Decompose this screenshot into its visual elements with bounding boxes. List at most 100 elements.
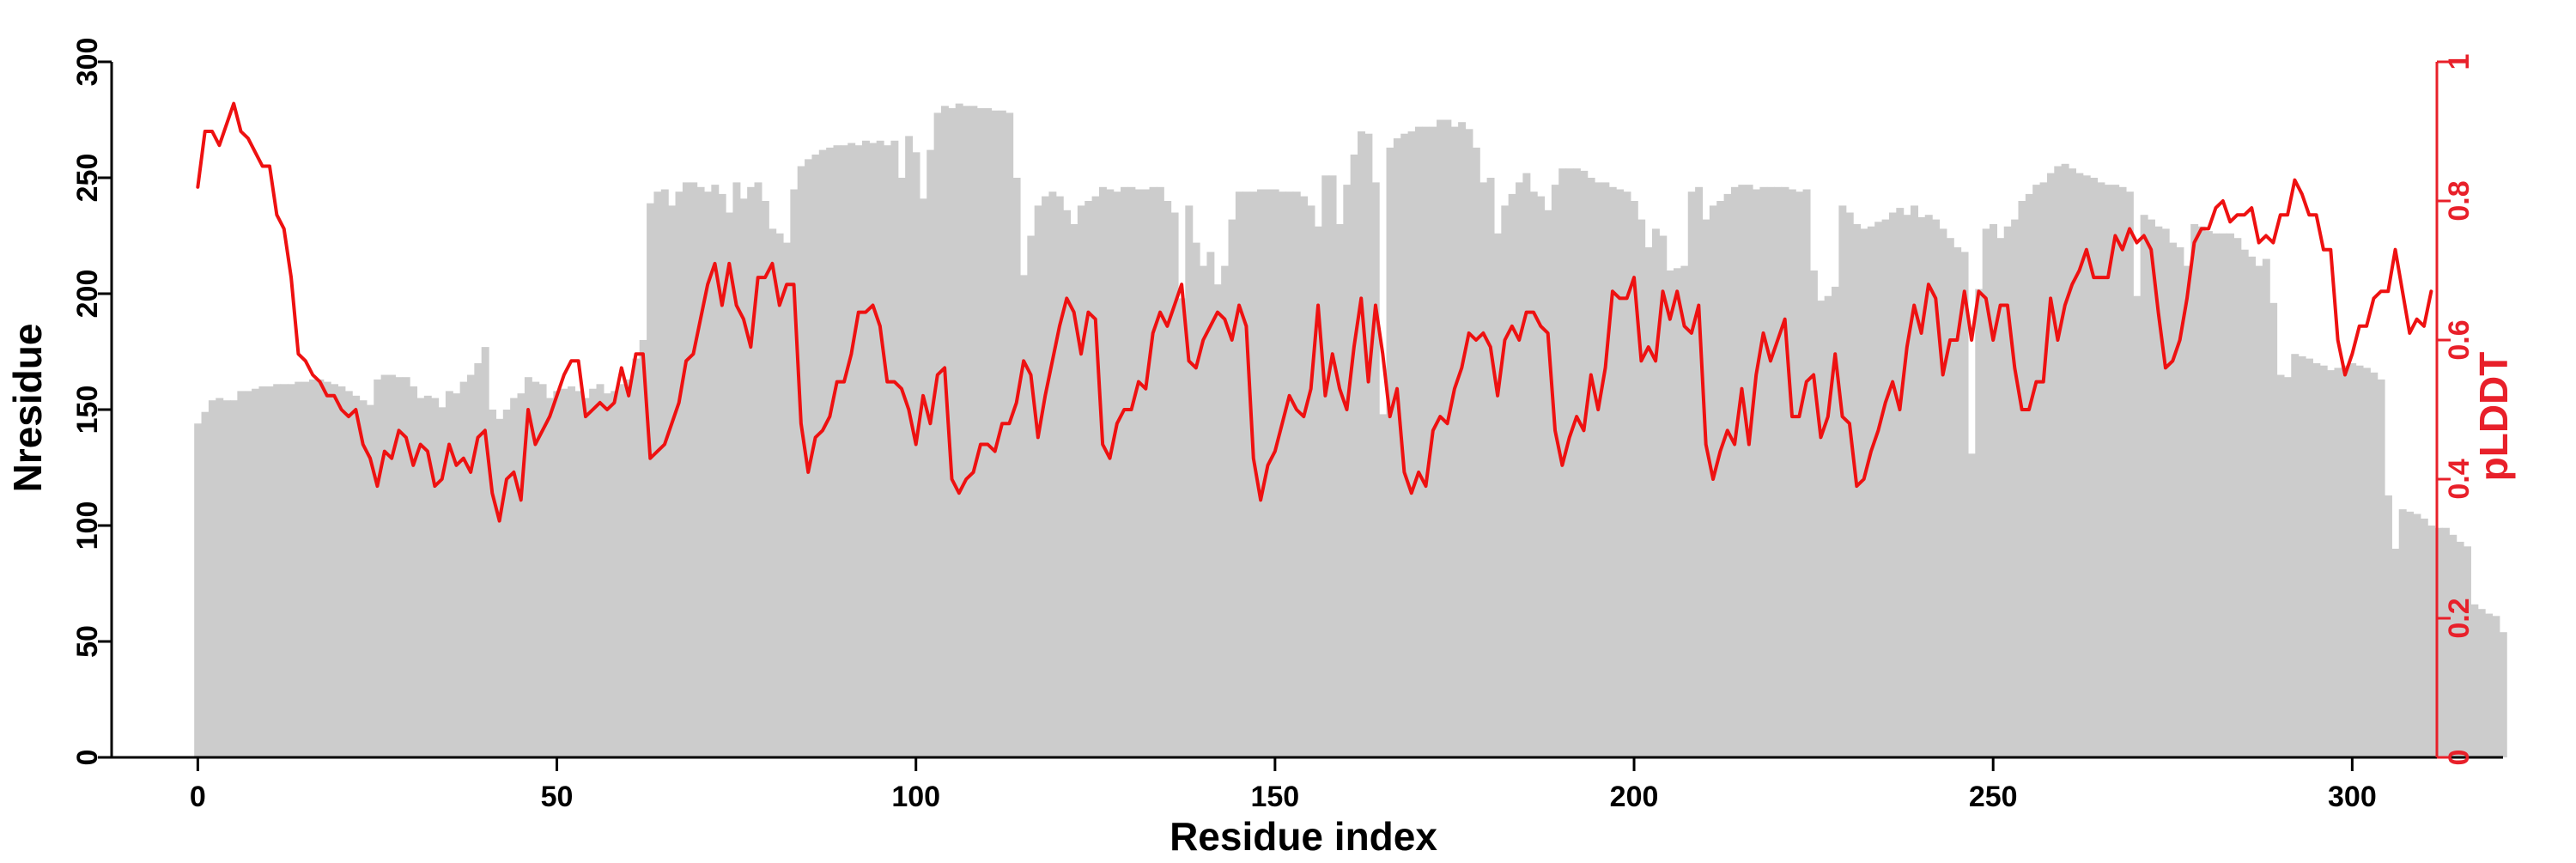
bar <box>2255 265 2263 758</box>
bar <box>682 182 690 757</box>
bar <box>1644 247 1653 757</box>
bar <box>1264 189 1273 757</box>
bar <box>459 381 468 757</box>
bar <box>1982 228 1990 757</box>
bar <box>927 149 935 758</box>
right-tick-label: 0.2 <box>2443 598 2476 638</box>
bar <box>1888 212 1897 757</box>
bar <box>1364 133 1373 757</box>
bar <box>316 379 325 757</box>
bar <box>1967 453 1976 757</box>
bar <box>1730 186 1739 758</box>
bar <box>1292 191 1301 757</box>
bar <box>998 110 1006 757</box>
bar <box>1508 193 1516 757</box>
left-tick-label: 100 <box>71 501 104 550</box>
bar <box>1242 191 1251 757</box>
bar <box>1651 228 1660 757</box>
left-axis-ticks: 0 50 100 150 200 250 300 <box>71 38 112 766</box>
bar <box>538 384 547 757</box>
bar <box>1687 191 1696 757</box>
bar <box>1450 126 1459 758</box>
bar <box>2161 228 2170 757</box>
bar <box>1753 189 1760 757</box>
left-tick-label: 0 <box>71 750 104 766</box>
bar <box>1106 189 1115 757</box>
bar <box>1960 252 1969 757</box>
bar <box>222 400 231 757</box>
bar <box>2319 365 2328 757</box>
bar <box>2370 372 2379 757</box>
bar <box>976 108 985 757</box>
bar <box>1121 186 1129 758</box>
bar <box>2090 178 2099 757</box>
bar <box>1055 196 1064 758</box>
bar <box>1414 126 1423 758</box>
bar <box>2046 173 2055 758</box>
bar <box>532 381 540 757</box>
bar <box>861 140 870 758</box>
left-tick-label: 250 <box>71 154 104 203</box>
bar <box>1300 196 1309 758</box>
bar <box>2032 185 2041 758</box>
bar <box>301 381 310 757</box>
bar <box>1946 238 1954 757</box>
bar <box>1063 210 1072 758</box>
bar <box>1809 270 1818 757</box>
bar <box>359 400 368 757</box>
bar <box>445 391 453 757</box>
bottom-tick-label: 0 <box>190 781 206 813</box>
bar <box>374 379 382 757</box>
left-tick-label: 150 <box>71 386 104 435</box>
bar <box>1314 226 1322 757</box>
bar <box>258 386 267 757</box>
bar <box>1932 219 1941 758</box>
bar <box>474 363 483 757</box>
bottom-tick-label: 150 <box>1250 781 1299 813</box>
bar <box>1996 238 2005 757</box>
bar <box>1407 131 1416 757</box>
bar <box>1437 119 1444 757</box>
bar <box>1860 228 1868 757</box>
bar <box>466 374 475 757</box>
right-axis-ticks: 0 0.2 0.4 0.6 0.8 1 <box>2437 54 2476 765</box>
bar <box>696 186 705 758</box>
bar <box>1924 215 1933 757</box>
bar <box>1738 185 1747 758</box>
bar <box>553 391 562 757</box>
bar <box>1098 186 1107 758</box>
bar <box>890 140 899 758</box>
bar <box>1142 189 1151 757</box>
bar <box>1838 205 1847 757</box>
line-series-plddt <box>196 101 2433 523</box>
bar <box>2097 182 2105 757</box>
bar <box>2362 368 2371 757</box>
bar <box>2413 514 2421 757</box>
bar <box>568 386 576 757</box>
bar <box>402 377 410 757</box>
bar <box>1867 226 1875 757</box>
y2-axis-title: pLDDT <box>2471 352 2516 482</box>
bar <box>826 147 835 757</box>
bar <box>912 152 920 758</box>
right-tick-label: 0.8 <box>2443 180 2476 221</box>
bar <box>775 233 784 757</box>
bar <box>2477 609 2486 757</box>
bar <box>1177 298 1186 757</box>
bar <box>295 381 303 757</box>
bar <box>2464 546 2471 757</box>
bar <box>933 112 942 757</box>
bar <box>690 182 698 757</box>
bar <box>1745 185 1753 758</box>
bar <box>632 358 641 757</box>
left-tick-label: 50 <box>71 625 104 658</box>
bar <box>1990 224 1997 757</box>
bar <box>2427 526 2436 757</box>
left-tick-label: 200 <box>71 270 104 319</box>
x-axis-title: Residue index <box>1170 814 1437 859</box>
bar <box>2377 379 2385 757</box>
bar <box>653 191 662 757</box>
bar <box>2449 534 2458 757</box>
